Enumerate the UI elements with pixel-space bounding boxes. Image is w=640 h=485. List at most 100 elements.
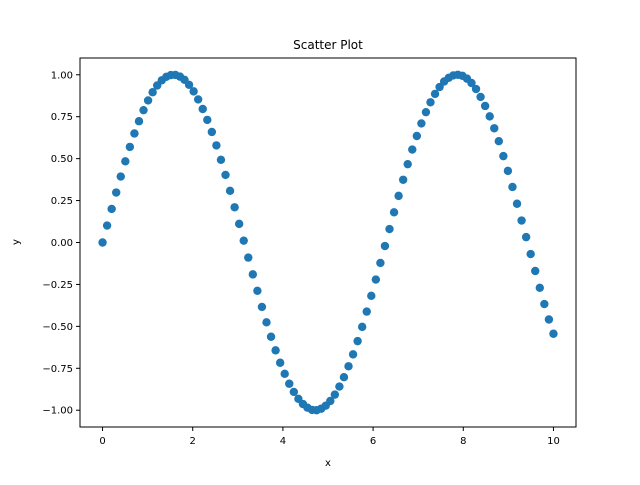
y-tick-label: 0.25 (51, 196, 73, 207)
scatter-point (494, 136, 503, 146)
chart-title: Scatter Plot (293, 38, 363, 52)
scatter-point (544, 315, 554, 324)
scatter-point (248, 270, 258, 279)
scatter-point (389, 208, 399, 217)
scatter-point (203, 115, 212, 125)
plot-area-frame (79, 57, 577, 428)
scatter-point (143, 96, 153, 105)
y-tick-label: −0.75 (42, 364, 73, 375)
scatter-point (385, 224, 394, 234)
x-axis-ticks: 0 2 4 6 8 10 (99, 427, 560, 447)
scatter-point (394, 191, 403, 201)
y-tick-label: 1.00 (51, 70, 73, 81)
scatter-point (512, 199, 522, 208)
scatter-point (234, 219, 244, 229)
scatter-point (257, 302, 267, 312)
scatter-point (230, 203, 239, 212)
scatter-point (339, 372, 349, 382)
y-tick-label: 0.50 (51, 154, 73, 165)
scatter-point (362, 307, 371, 316)
scatter-point (98, 238, 107, 247)
scatter-point (467, 78, 476, 88)
scatter-point (380, 241, 390, 251)
scatter-point (193, 95, 203, 104)
scatter-point (348, 350, 358, 359)
scatter-point (198, 104, 207, 114)
scatter-point (253, 286, 262, 296)
scatter-point (490, 124, 499, 133)
scatter-point (221, 170, 230, 180)
scatter-point (280, 369, 289, 379)
scatter-point (112, 188, 121, 197)
scatter-point (326, 396, 335, 406)
scatter-point (125, 142, 135, 152)
scatter-point (285, 379, 294, 388)
data-points (98, 70, 558, 415)
scatter-point (508, 182, 517, 192)
scatter-point (184, 80, 194, 90)
y-tick-label: −0.50 (42, 322, 73, 333)
x-tick-label: 4 (280, 436, 286, 447)
scatter-point (371, 275, 381, 284)
scatter-point (275, 358, 285, 367)
scatter-point (430, 89, 440, 99)
scatter-point (148, 88, 157, 97)
scatter-point (480, 101, 490, 111)
x-tick-label: 2 (190, 436, 196, 447)
scatter-point (330, 390, 340, 399)
scatter-point (531, 266, 540, 276)
y-tick-label: 0.75 (51, 112, 73, 123)
x-axis-label: x (325, 458, 331, 469)
scatter-point (421, 107, 431, 117)
scatter-point (412, 131, 422, 141)
scatter-point (526, 249, 535, 259)
scatter-point (266, 332, 276, 341)
scatter-point (476, 92, 485, 102)
scatter-point (398, 175, 408, 184)
scatter-point (225, 186, 235, 196)
scatter-point (426, 98, 435, 107)
scatter-point (435, 82, 444, 92)
scatter-point (121, 157, 130, 166)
y-tick-label: −1.00 (42, 406, 73, 417)
scatter-point (367, 291, 376, 301)
scatter-point (102, 221, 112, 230)
scatter-point (403, 159, 412, 169)
scatter-point (503, 166, 513, 176)
scatter-point (107, 204, 116, 214)
scatter-point (540, 299, 549, 309)
scatter-point (517, 216, 526, 225)
scatter-point (549, 329, 558, 338)
y-axis-label: y (11, 239, 22, 245)
scatter-point (289, 387, 299, 397)
scatter-point (207, 127, 217, 137)
x-tick-label: 6 (370, 436, 376, 447)
scatter-point (471, 84, 481, 94)
scatter-point (344, 362, 353, 371)
scatter-point (139, 105, 148, 115)
scatter-point (535, 283, 544, 292)
scatter-point (212, 141, 221, 150)
y-axis-ticks: −1.00 −0.75 −0.50 −0.25 0.00 0.25 0.50 0.75 1.00 (42, 70, 80, 417)
scatter-point (239, 236, 248, 245)
scatter-point (134, 117, 144, 126)
scatter-point (521, 232, 531, 242)
scatter-point (417, 119, 426, 128)
scatter-point (335, 382, 344, 391)
scatter-point (130, 129, 139, 138)
y-tick-label: −0.25 (42, 280, 73, 291)
scatter-point (216, 155, 226, 165)
scatter-point (485, 112, 494, 121)
scatter-point (353, 336, 362, 346)
y-tick-label: 0.00 (51, 238, 73, 249)
scatter-point (271, 346, 280, 355)
scatter-point (357, 322, 367, 332)
x-tick-label: 8 (460, 436, 466, 447)
scatter-point (244, 253, 253, 262)
scatter-point (189, 87, 198, 96)
scatter-point (408, 145, 417, 154)
scatter-point (116, 172, 125, 181)
